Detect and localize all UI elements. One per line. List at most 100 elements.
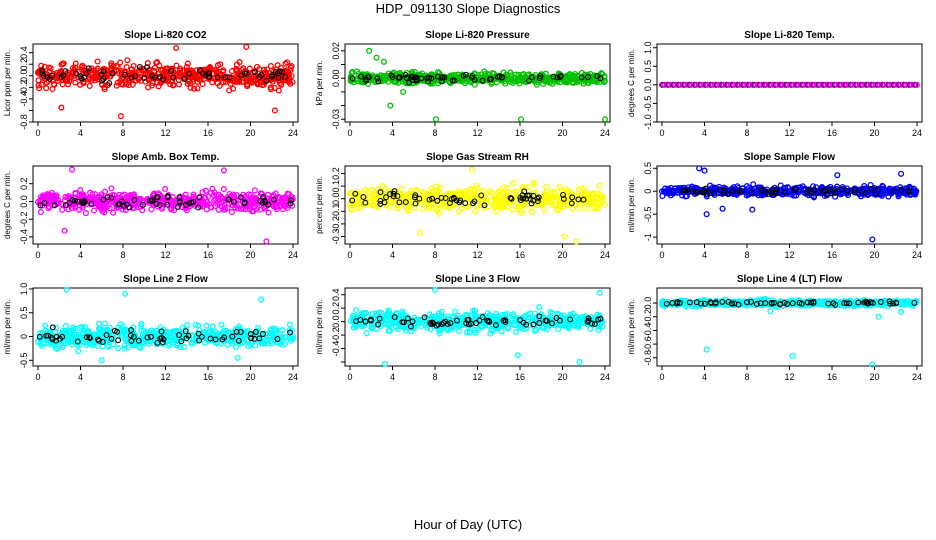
data-point <box>209 335 216 342</box>
x-tick-label: 8 <box>120 128 125 138</box>
data-point <box>349 68 356 75</box>
data-point <box>65 206 72 213</box>
data-point <box>101 86 108 93</box>
data-point <box>560 320 568 327</box>
data-point <box>703 193 710 200</box>
data-point <box>50 80 57 88</box>
data-point-reference <box>219 336 226 343</box>
data-point <box>504 185 511 192</box>
data-point <box>466 329 473 336</box>
data-point <box>514 200 521 207</box>
data-point-reference <box>811 186 818 193</box>
y-tick-label: 0.2 <box>331 302 341 315</box>
data-point-reference <box>176 332 183 338</box>
data-point-reference <box>158 328 165 335</box>
data-point <box>517 200 524 207</box>
data-point-reference <box>825 185 832 192</box>
data-point <box>118 72 125 79</box>
data-point-reference <box>683 187 690 194</box>
data-point-reference <box>457 197 464 204</box>
data-point-reference <box>275 74 282 81</box>
data-point-reference <box>79 198 85 205</box>
data-point-reference <box>256 335 263 342</box>
data-point <box>118 81 125 88</box>
data-point-reference <box>433 322 440 329</box>
data-point <box>69 336 76 343</box>
data-point-reference <box>174 203 181 210</box>
data-point <box>197 193 204 200</box>
data-point <box>279 327 286 334</box>
data-point-outlier <box>701 167 708 174</box>
data-point-outlier <box>433 116 440 123</box>
data-point <box>881 299 888 306</box>
data-point <box>210 192 217 199</box>
data-point <box>902 298 909 305</box>
data-point <box>402 204 410 211</box>
data-point <box>150 329 157 336</box>
data-point-reference <box>258 72 265 79</box>
data-point-reference <box>391 188 398 195</box>
x-tick-label: 24 <box>912 250 922 260</box>
data-point-reference <box>49 336 56 343</box>
data-point <box>575 321 582 328</box>
data-point <box>37 209 44 216</box>
y-tick-label: 0.2 <box>19 177 29 190</box>
data-point <box>436 184 443 192</box>
data-point-reference <box>148 198 155 204</box>
data-point-reference <box>448 196 455 202</box>
x-tick-label: 20 <box>557 372 567 382</box>
data-point-reference <box>390 190 397 197</box>
data-point-reference <box>376 315 383 322</box>
data-point-outlier <box>243 43 250 50</box>
data-point <box>426 311 433 318</box>
data-point <box>547 308 554 315</box>
data-point <box>498 204 505 211</box>
data-point-outlier <box>382 360 389 368</box>
data-point-reference <box>460 72 467 79</box>
data-point <box>98 81 106 88</box>
data-point <box>519 207 526 214</box>
data-point <box>119 206 126 213</box>
data-point <box>383 195 391 202</box>
x-tick-label: 16 <box>827 128 837 138</box>
data-point <box>399 308 406 315</box>
data-point <box>489 327 496 334</box>
data-point-reference <box>543 317 550 324</box>
data-point <box>533 326 540 333</box>
y-tick-label: -0.4 <box>643 323 653 339</box>
x-tick-label: 24 <box>912 372 922 382</box>
data-point <box>111 195 118 202</box>
data-point <box>218 321 225 328</box>
data-point-reference <box>74 338 81 345</box>
y-tick-label: 0.5 <box>643 60 653 73</box>
data-point-reference <box>568 200 575 207</box>
data-point-reference <box>530 321 537 328</box>
data-point-reference <box>407 323 414 330</box>
data-point-reference <box>144 334 151 341</box>
data-point-reference <box>252 329 259 335</box>
data-point-reference <box>186 70 193 77</box>
y-axis-label: percent per min. <box>315 176 324 234</box>
data-point-reference <box>252 69 258 76</box>
data-point <box>189 78 197 85</box>
data-point-reference <box>738 187 745 194</box>
data-point-reference <box>225 196 232 203</box>
data-point <box>574 195 581 202</box>
data-point-reference <box>711 190 718 197</box>
data-point <box>230 191 237 198</box>
data-point-outlier <box>380 58 388 65</box>
data-point <box>83 342 90 349</box>
data-point <box>162 185 169 192</box>
data-point <box>151 332 158 339</box>
data-point-reference <box>560 191 566 198</box>
data-point <box>110 209 117 216</box>
data-point <box>459 205 466 212</box>
data-point <box>531 179 538 186</box>
data-point-reference <box>196 337 203 344</box>
panel-title: Slope Line 4 (LT) Flow <box>737 274 843 285</box>
data-point-outlier <box>576 358 583 366</box>
data-point <box>102 333 109 340</box>
data-point-reference <box>178 338 185 345</box>
data-point <box>79 62 86 69</box>
data-point <box>181 344 188 351</box>
